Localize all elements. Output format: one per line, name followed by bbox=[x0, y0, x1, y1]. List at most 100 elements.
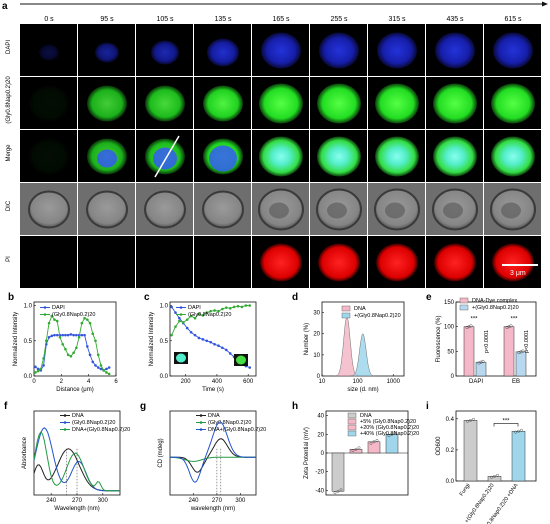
micrograph-grid bbox=[20, 24, 541, 288]
y-axis-label: Number (%) bbox=[304, 323, 310, 355]
green-cell bbox=[87, 85, 127, 122]
y-tick-label: 20 bbox=[317, 432, 324, 438]
data-point bbox=[42, 364, 45, 367]
panel-label-i: i bbox=[426, 401, 429, 412]
time-label: 615 s bbox=[504, 16, 522, 23]
y-axis-label: Normalized Intensity bbox=[149, 312, 155, 366]
bar bbox=[503, 326, 515, 377]
dapi-nucleus bbox=[435, 32, 475, 69]
y-tick-label: 0.0 bbox=[24, 374, 33, 380]
significance-stars: *** bbox=[470, 317, 478, 323]
replicate-point bbox=[505, 325, 509, 329]
x-tick-label: 240 bbox=[188, 498, 199, 504]
data-point bbox=[197, 336, 201, 340]
merge-cell bbox=[433, 136, 477, 177]
micrograph-tile bbox=[136, 24, 193, 76]
data-point bbox=[86, 318, 89, 321]
data-point bbox=[69, 354, 73, 358]
scale-bar-label: 3 μm bbox=[510, 270, 526, 277]
replicate-point bbox=[520, 428, 523, 432]
replicate-point bbox=[467, 325, 471, 329]
y-tick-label: 0 bbox=[321, 451, 325, 457]
y-axis-label: Normalized Intensity bbox=[13, 312, 19, 366]
legend-marker bbox=[179, 313, 183, 316]
bar bbox=[511, 430, 526, 482]
micrograph-tile bbox=[20, 130, 77, 182]
micrograph-tile bbox=[252, 183, 309, 235]
significance-bracket bbox=[493, 423, 519, 427]
micrograph-tile bbox=[252, 77, 309, 129]
legend-label: (Gly0.8Nap0.2)20 bbox=[72, 420, 115, 426]
merge-cell bbox=[29, 138, 69, 175]
legend-label: (Gly0.8Nap0.2)20 bbox=[208, 420, 251, 426]
replicate-point bbox=[472, 417, 475, 421]
x-tick-label: 270 bbox=[72, 498, 83, 504]
replicate-point bbox=[521, 349, 525, 353]
dic-inner-texture bbox=[385, 202, 405, 219]
x-category-label: EB bbox=[512, 379, 520, 385]
data-point bbox=[201, 314, 205, 317]
panel-label-b: b bbox=[8, 292, 14, 303]
green-cell bbox=[203, 85, 243, 122]
dapi-nucleus bbox=[377, 32, 417, 69]
x-tick-label: 4 bbox=[87, 379, 91, 385]
green-cell bbox=[491, 83, 535, 124]
chart-panel-e: e 0 50 100 150 Fluorescence (%) DAPI *** p<0.000… bbox=[426, 292, 537, 385]
series-line bbox=[35, 333, 110, 372]
micrograph-tile bbox=[78, 183, 135, 235]
data-point bbox=[53, 333, 56, 337]
micrograph-tile bbox=[194, 77, 251, 129]
replicate-point bbox=[339, 488, 343, 492]
time-label: 315 s bbox=[388, 16, 406, 23]
data-point bbox=[94, 364, 97, 367]
x-axis-label: wavelength (nm) bbox=[190, 506, 235, 512]
bar bbox=[385, 434, 399, 454]
data-point bbox=[174, 311, 177, 314]
dic-inner-texture bbox=[269, 202, 289, 219]
charts: b 0 2 4 6 0.0 0.5 1.0 Distance (μm) Normalized In… bbox=[4, 292, 537, 524]
data-point bbox=[80, 333, 84, 337]
micrograph-tile bbox=[252, 130, 309, 182]
spectrum-line bbox=[170, 438, 256, 473]
micrograph-tile bbox=[484, 77, 541, 129]
y-tick-label: 0.4 bbox=[446, 417, 455, 423]
y-tick-label: -20 bbox=[315, 470, 324, 476]
data-point bbox=[170, 333, 173, 337]
y-tick-label: 0.2 bbox=[446, 448, 455, 454]
x-axis-label: size (d. nm) bbox=[347, 387, 378, 393]
replicate-point bbox=[469, 418, 472, 422]
panel-label-e: e bbox=[426, 292, 432, 303]
replicate-point bbox=[369, 441, 373, 445]
data-point bbox=[105, 367, 108, 371]
data-point bbox=[61, 342, 64, 346]
legend-label: DNA+(Gly0.8Nap0.2)20 bbox=[208, 427, 266, 433]
legend-swatch bbox=[341, 305, 351, 312]
legend-label: +20% (Gly0.8Nap0.2)20 bbox=[360, 425, 419, 431]
x-tick-label: 6 bbox=[114, 379, 118, 385]
significance-stars: *** bbox=[510, 317, 518, 323]
legend-swatch bbox=[341, 312, 351, 319]
data-point bbox=[45, 339, 48, 343]
tile-background bbox=[194, 236, 251, 288]
micrograph-tile bbox=[426, 24, 483, 76]
micrograph-tile bbox=[368, 236, 425, 288]
scale-bar bbox=[502, 264, 538, 266]
dic-inner-texture bbox=[443, 202, 463, 219]
data-point bbox=[209, 340, 212, 344]
merge-cell bbox=[317, 136, 361, 177]
data-point bbox=[224, 348, 228, 352]
row-labels: DAPI (Gly0.8Nap0.2)20 Merge DIC PI bbox=[6, 40, 12, 262]
micrograph-tile bbox=[368, 24, 425, 76]
green-cell bbox=[259, 83, 303, 124]
y-axis-label: Absorbance bbox=[22, 436, 28, 469]
data-point bbox=[221, 307, 224, 311]
legend-swatch bbox=[459, 297, 469, 304]
green-cell bbox=[145, 85, 185, 122]
legend-marker bbox=[43, 313, 47, 316]
data-point bbox=[64, 333, 67, 337]
data-point bbox=[205, 311, 209, 314]
legend-label: (Gly0.8Nap0.2)20 bbox=[52, 312, 95, 318]
legend-label: DNA-Dye complex bbox=[472, 298, 517, 304]
micrograph-tile bbox=[310, 236, 367, 288]
